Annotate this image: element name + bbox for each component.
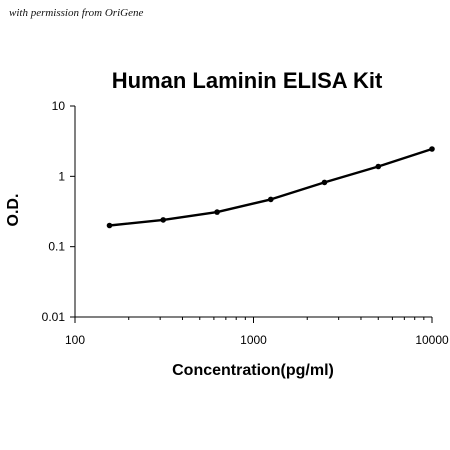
y-tick-label: 10 xyxy=(52,99,66,113)
x-axis-label: Concentration(pg/ml) xyxy=(172,362,334,379)
data-point xyxy=(268,196,274,203)
data-point xyxy=(321,179,328,186)
data-point xyxy=(214,209,220,215)
data-point xyxy=(106,222,113,229)
y-tick-label: 1 xyxy=(58,169,65,183)
series-layer xyxy=(106,146,435,229)
data-point xyxy=(375,163,382,170)
y-tick-label: 0.1 xyxy=(48,240,65,254)
data-point xyxy=(429,146,435,152)
chart-title: Human Laminin ELISA Kit xyxy=(112,68,383,93)
axes xyxy=(74,106,432,318)
data-point xyxy=(160,217,166,223)
x-tick-label: 1000 xyxy=(240,333,267,347)
y-tick-label: 0.01 xyxy=(42,310,66,324)
credit-text: with permission from OriGene xyxy=(9,7,144,19)
ticks: 10 1 0.1 0.01 100 1000 10000 xyxy=(42,99,449,347)
y-axis-label: O.D. xyxy=(5,194,22,227)
series-line xyxy=(108,147,434,227)
x-tick-label: 10000 xyxy=(415,333,449,347)
x-tick-label: 100 xyxy=(65,333,85,347)
